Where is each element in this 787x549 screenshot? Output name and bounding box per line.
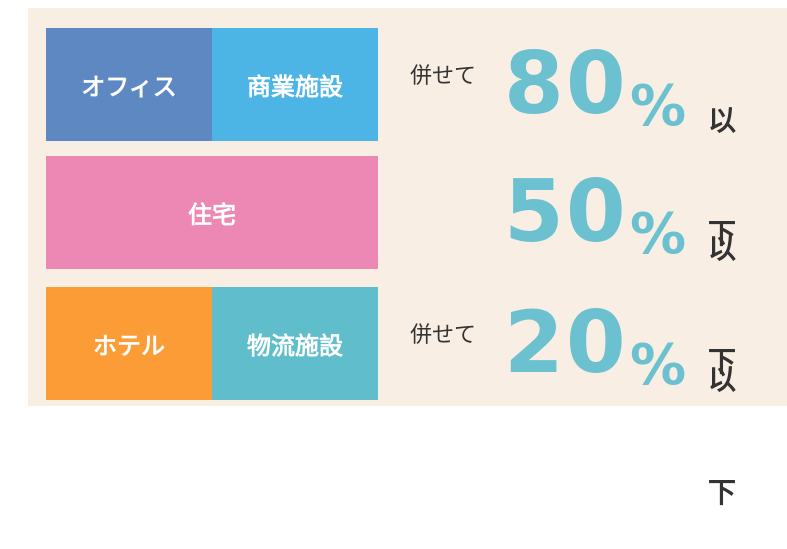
limit-text: 併せて 20% 以下	[380, 287, 760, 509]
unit: %	[630, 74, 687, 139]
category-box: オフィス	[46, 28, 212, 141]
value: 50	[504, 162, 628, 262]
category-box: 物流施設	[212, 287, 378, 400]
limit-text: 併せて 80% 以下	[380, 28, 760, 250]
suffix: 以下	[708, 363, 737, 509]
value: 80	[504, 34, 628, 134]
unit: %	[630, 202, 687, 267]
limit-text: 50% 以下	[380, 156, 760, 378]
unit: %	[630, 333, 687, 398]
page: (() => { const data = JSON.parse(documen…	[28, 8, 787, 509]
value: 20	[504, 293, 628, 393]
prefix: 併せて	[410, 64, 477, 89]
category-box: 住宅	[46, 156, 378, 269]
prefix: 併せて	[410, 323, 477, 348]
suffix: 以下	[708, 104, 737, 250]
category-box: ホテル	[46, 287, 212, 400]
category-box: 商業施設	[212, 28, 378, 141]
suffix: 以下	[708, 232, 737, 378]
